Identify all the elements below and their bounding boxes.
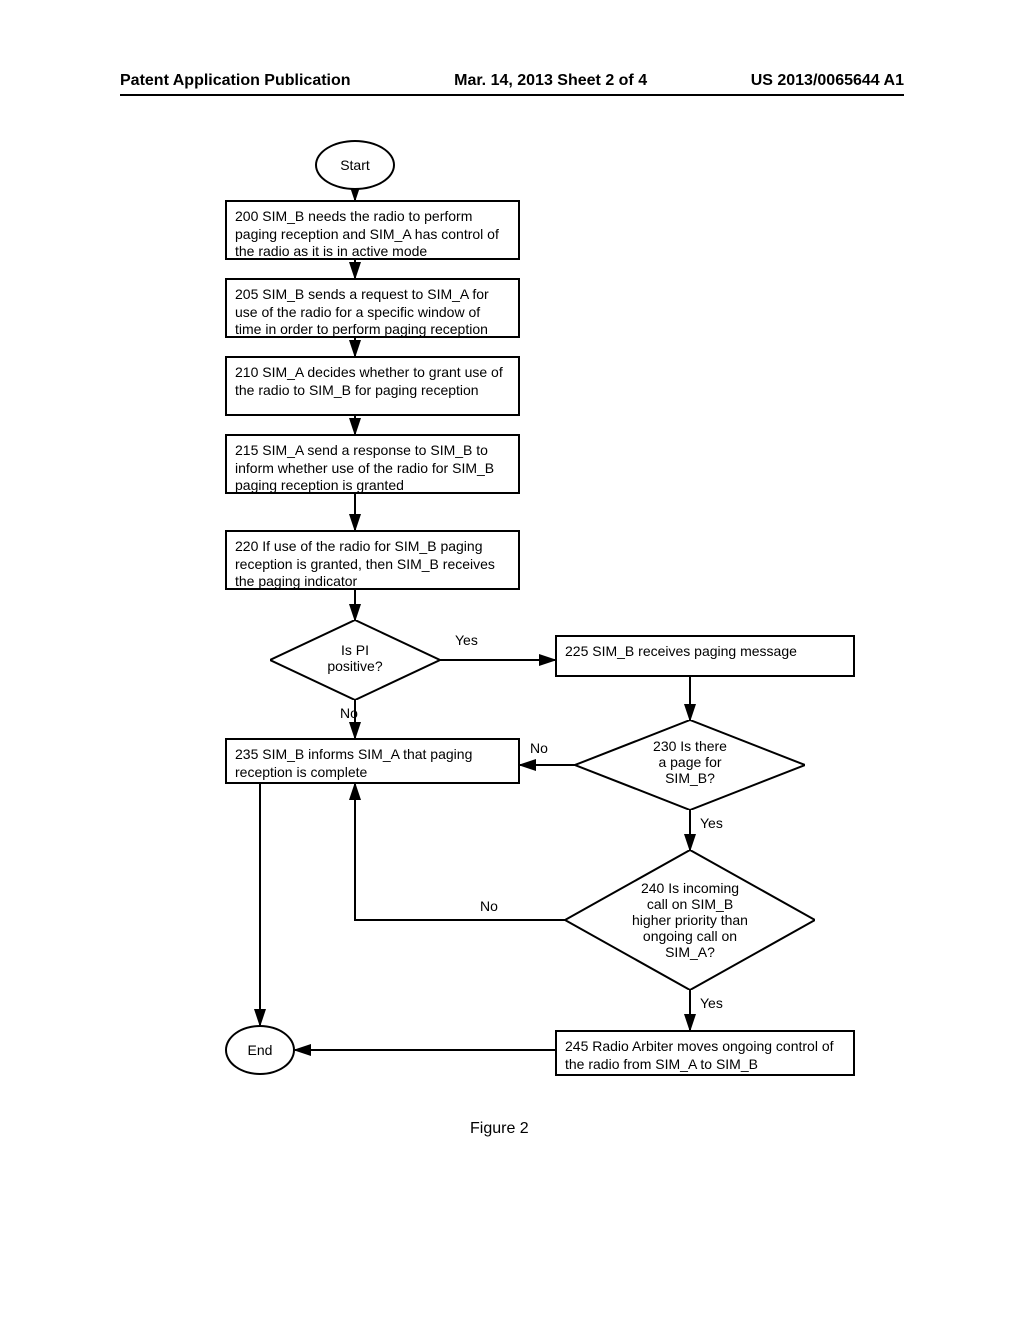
label-240-yes: Yes bbox=[700, 995, 723, 1011]
process-200: 200 SIM_B needs the radio to perform pag… bbox=[225, 200, 520, 260]
label-230-yes: Yes bbox=[700, 815, 723, 831]
figure-area: Start 200 SIM_B needs the radio to perfo… bbox=[0, 130, 1024, 1250]
label-240-no: No bbox=[480, 898, 498, 914]
end-label: End bbox=[248, 1042, 273, 1058]
end-terminator: End bbox=[225, 1025, 295, 1075]
process-245: 245 Radio Arbiter moves ongoing control … bbox=[555, 1030, 855, 1076]
figure-caption: Figure 2 bbox=[470, 1120, 529, 1138]
process-235-text: 235 SIM_B informs SIM_A that paging rece… bbox=[235, 746, 472, 780]
process-225: 225 SIM_B receives paging message bbox=[555, 635, 855, 677]
process-205-text: 205 SIM_B sends a request to SIM_A for u… bbox=[235, 286, 489, 337]
decision-230-text: 230 Is therea page forSIM_B? bbox=[575, 738, 805, 786]
process-210: 210 SIM_A decides whether to grant use o… bbox=[225, 356, 520, 416]
label-pi-no: No bbox=[340, 705, 358, 721]
process-200-text: 200 SIM_B needs the radio to perform pag… bbox=[235, 208, 499, 259]
header-left: Patent Application Publication bbox=[120, 72, 351, 90]
header-center: Mar. 14, 2013 Sheet 2 of 4 bbox=[454, 72, 647, 90]
process-245-text: 245 Radio Arbiter moves ongoing control … bbox=[565, 1038, 834, 1072]
page-header: Patent Application Publication Mar. 14, … bbox=[120, 72, 904, 96]
label-230-no: No bbox=[530, 740, 548, 756]
process-215-text: 215 SIM_A send a response to SIM_B to in… bbox=[235, 442, 494, 493]
decision-pi-text: Is PIpositive? bbox=[270, 642, 440, 674]
start-label: Start bbox=[340, 157, 370, 173]
process-215: 215 SIM_A send a response to SIM_B to in… bbox=[225, 434, 520, 494]
decision-230: 230 Is therea page forSIM_B? bbox=[575, 720, 805, 810]
decision-240-text: 240 Is incomingcall on SIM_Bhigher prior… bbox=[565, 880, 815, 960]
header-right: US 2013/0065644 A1 bbox=[751, 72, 904, 90]
process-225-text: 225 SIM_B receives paging message bbox=[565, 643, 797, 659]
label-pi-yes: Yes bbox=[455, 632, 478, 648]
decision-240: 240 Is incomingcall on SIM_Bhigher prior… bbox=[565, 850, 815, 990]
process-220: 220 If use of the radio for SIM_B paging… bbox=[225, 530, 520, 590]
process-205: 205 SIM_B sends a request to SIM_A for u… bbox=[225, 278, 520, 338]
start-terminator: Start bbox=[315, 140, 395, 190]
process-210-text: 210 SIM_A decides whether to grant use o… bbox=[235, 364, 503, 398]
process-220-text: 220 If use of the radio for SIM_B paging… bbox=[235, 538, 495, 589]
decision-pi: Is PIpositive? bbox=[270, 620, 440, 700]
process-235: 235 SIM_B informs SIM_A that paging rece… bbox=[225, 738, 520, 784]
